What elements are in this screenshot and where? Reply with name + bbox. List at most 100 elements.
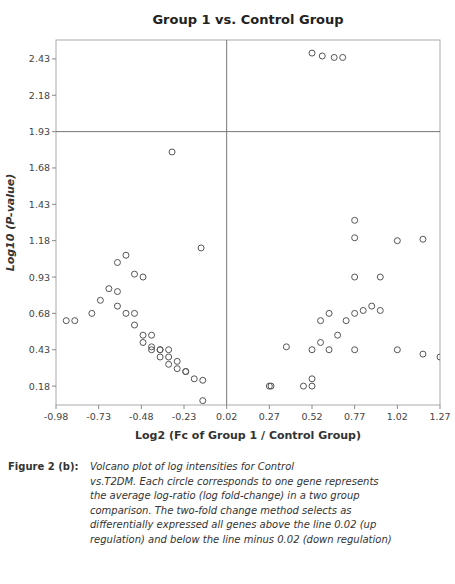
- caption-line: Volcano plot of log intensities for Cont…: [90, 461, 294, 472]
- x-tick-label: 0.02: [216, 411, 237, 422]
- x-tick-label: 1.02: [387, 411, 408, 422]
- x-tick-label: -0.73: [86, 411, 111, 422]
- point: [394, 238, 400, 244]
- point: [309, 376, 315, 382]
- title: Group 1 vs. Control Group: [152, 12, 343, 27]
- y-tick: [52, 349, 56, 350]
- point: [377, 307, 383, 313]
- point: [149, 347, 155, 353]
- y-tick-label: 0.68: [29, 308, 50, 319]
- y-tick: [52, 240, 56, 241]
- caption-line: comparison. The two-fold change method s…: [90, 505, 352, 516]
- point: [166, 361, 172, 367]
- x-tick-label: 1.27: [429, 411, 450, 422]
- point: [318, 318, 324, 324]
- caption-line: differentially expressed all genes above…: [90, 519, 376, 530]
- point: [89, 310, 95, 316]
- point: [149, 332, 155, 338]
- point: [114, 303, 120, 309]
- point: [420, 351, 426, 357]
- point: [377, 274, 383, 280]
- point: [200, 377, 206, 383]
- point: [140, 332, 146, 338]
- point: [123, 310, 129, 316]
- caption-line: the average log-ratio (log fold-change) …: [90, 490, 360, 501]
- point: [331, 54, 337, 60]
- point: [174, 358, 180, 364]
- caption: Volcano plot of log intensities for Cont…: [90, 461, 392, 545]
- y-tick-label: 0.93: [29, 272, 50, 283]
- x-tick-label: -0.23: [172, 411, 197, 422]
- point: [352, 347, 358, 353]
- x-tick-label: 0.27: [259, 411, 280, 422]
- point: [63, 318, 69, 324]
- point: [114, 259, 120, 265]
- y-tick-label: 2.43: [29, 53, 50, 64]
- point: [114, 289, 120, 295]
- point: [157, 347, 163, 353]
- caption-label: Figure 2 (b):: [8, 461, 78, 472]
- point: [166, 347, 172, 353]
- point: [309, 383, 315, 389]
- point: [198, 245, 204, 251]
- x-tick-label: -0.48: [129, 411, 154, 422]
- point: [123, 252, 129, 258]
- y-tick-label: 1.43: [29, 199, 50, 210]
- point: [132, 271, 138, 277]
- point: [174, 366, 180, 372]
- y-tick-label: 0.43: [29, 344, 50, 355]
- point: [157, 347, 163, 353]
- point: [309, 347, 315, 353]
- point: [72, 318, 78, 324]
- caption-line: vs.T2DM. Each circle corresponds to one …: [90, 476, 379, 487]
- point: [283, 344, 289, 350]
- point: [132, 310, 138, 316]
- y-axis: 0.180.430.680.931.181.431.681.932.182.43: [29, 53, 56, 391]
- point: [360, 307, 366, 313]
- point: [343, 318, 349, 324]
- x-tick: [440, 405, 441, 409]
- point: [97, 297, 103, 303]
- x-axis: -0.98-0.73-0.48-0.230.020.270.520.771.02…: [44, 405, 451, 422]
- x-tick-label: 0.77: [344, 411, 365, 422]
- plot-area: [56, 40, 440, 405]
- y-tick-label: 2.18: [29, 90, 50, 101]
- point: [169, 149, 175, 155]
- y-tick: [52, 95, 56, 96]
- point: [394, 347, 400, 353]
- y-tick-label: 1.68: [29, 162, 50, 173]
- x-tick: [312, 405, 313, 409]
- point: [319, 53, 325, 59]
- y-tick: [52, 313, 56, 314]
- point: [326, 347, 332, 353]
- point: [326, 310, 332, 316]
- point: [132, 322, 138, 328]
- point: [420, 236, 426, 242]
- point: [352, 274, 358, 280]
- y-tick: [52, 131, 56, 132]
- x-tick: [397, 405, 398, 409]
- point: [318, 339, 324, 345]
- x-tick: [141, 405, 142, 409]
- point: [335, 332, 341, 338]
- point: [369, 303, 375, 309]
- point: [200, 398, 206, 404]
- y-axis-label: Log10 (P-value): [4, 174, 17, 272]
- x-tick: [269, 405, 270, 409]
- points: [63, 50, 440, 404]
- x-tick-label: 0.52: [301, 411, 322, 422]
- point: [183, 369, 189, 375]
- y-tick: [52, 58, 56, 59]
- point: [340, 54, 346, 60]
- caption-line: regulation) and below the line minus 0.0…: [90, 534, 392, 545]
- point: [352, 310, 358, 316]
- x-tick: [184, 405, 185, 409]
- x-tick: [226, 405, 227, 409]
- point: [157, 354, 163, 360]
- y-tick-label: 0.18: [29, 381, 50, 392]
- point: [309, 50, 315, 56]
- point: [300, 383, 306, 389]
- reference-line-vertical: [226, 40, 227, 405]
- plot-frame: [56, 40, 440, 405]
- point: [106, 286, 112, 292]
